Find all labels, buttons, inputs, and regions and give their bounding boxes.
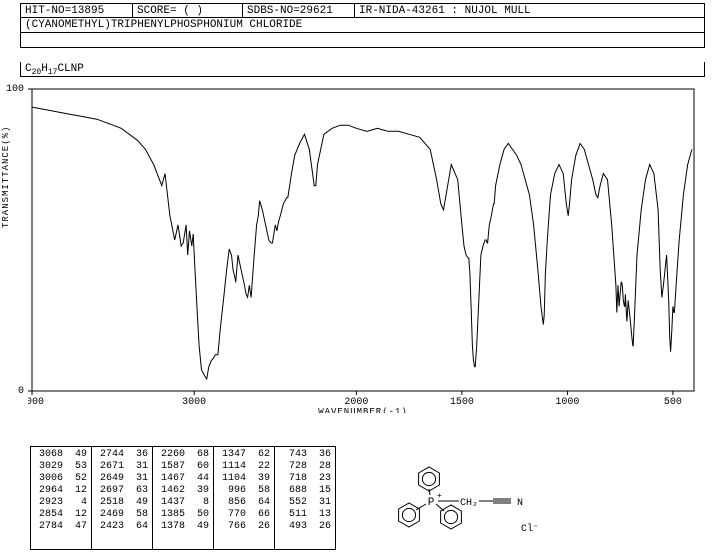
compound-name-row: (CYANOMETHYL)TRIPHENYLPHOSPHONIUM CHLORI… [20,18,705,33]
peak-row: 274436 [92,449,152,461]
peak-row: 134762 [214,449,274,461]
peak-row: 146239 [153,485,213,497]
sdbs-no-cell: SDBS-NO=29621 [243,4,355,17]
peak-row: 51113 [275,509,335,521]
peak-row: 226068 [153,449,213,461]
peak-column: 13476211142211043999658856647706676626 [214,447,275,549]
y-axis-label: TRANSMITTANCE(%) [1,126,11,228]
peak-row: 72828 [275,461,335,473]
peak-column: 2744362671312649312697632518492469582423… [92,447,153,549]
peak-row: 264931 [92,473,152,485]
peak-row: 71823 [275,473,335,485]
svg-text:N: N [517,498,523,509]
empty-row [20,33,705,48]
y-tick: 0 [4,386,24,397]
header-block: HIT-NO=13895 SCORE= ( ) SDBS-NO=29621 IR… [20,3,705,77]
formula-row: C20H17CLNP [20,62,705,77]
peak-row: 269763 [92,485,152,497]
method-cell: IR-NIDA-43261 : NUJOL MULL [355,4,704,17]
peak-row: 278447 [31,521,91,533]
bottom-row: 3068493029533006522964122923428541227844… [30,446,703,550]
spectrum-chart: 40003000200015001000500WAVENUMBER(-1) [28,85,710,413]
svg-text:4000: 4000 [28,397,44,408]
peak-row: 285412 [31,509,91,521]
peak-row: 111422 [214,461,274,473]
peak-row: 99658 [214,485,274,497]
peak-row: 74336 [275,449,335,461]
svg-text:Cl⁻: Cl⁻ [521,523,538,535]
peak-table: 3068493029533006522964122923428541227844… [30,446,336,550]
peak-column: 2260681587601467441462391437813855013784… [153,447,214,549]
svg-text:P: P [428,497,435,509]
peak-row: 146744 [153,473,213,485]
peak-row: 296412 [31,485,91,497]
header-row-1: HIT-NO=13895 SCORE= ( ) SDBS-NO=29621 IR… [20,3,705,18]
structure-svg: P+ CH₂ N Cl⁻ [336,446,546,546]
peak-row: 302953 [31,461,91,473]
peak-row: 68815 [275,485,335,497]
peak-column: 74336728287182368815552315111349326 [275,447,335,549]
svg-text:WAVENUMBER(-1): WAVENUMBER(-1) [318,407,408,413]
peak-row: 246958 [92,509,152,521]
peak-row: 137849 [153,521,213,533]
peak-row: 77066 [214,509,274,521]
svg-text:3000: 3000 [182,397,206,408]
structure-diagram: P+ CH₂ N Cl⁻ [336,446,703,550]
peak-row: 300652 [31,473,91,485]
peak-row: 267131 [92,461,152,473]
peak-row: 55231 [275,497,335,509]
peak-row: 76626 [214,521,274,533]
peak-column: 3068493029533006522964122923428541227844… [31,447,92,549]
peak-row: 251849 [92,497,152,509]
svg-text:1500: 1500 [450,397,474,408]
y-tick: 100 [4,84,24,95]
peak-row: 85664 [214,497,274,509]
peak-row: 110439 [214,473,274,485]
peak-row: 242364 [92,521,152,533]
peak-row: 306849 [31,449,91,461]
svg-text:1000: 1000 [555,397,579,408]
peak-row: 138550 [153,509,213,521]
score-cell: SCORE= ( ) [133,4,243,17]
peak-row: 29234 [31,497,91,509]
svg-text:CH₂: CH₂ [460,498,478,509]
peak-row: 14378 [153,497,213,509]
hit-no-cell: HIT-NO=13895 [21,4,133,17]
svg-text:500: 500 [664,397,682,408]
peak-row: 49326 [275,521,335,533]
peak-row: 158760 [153,461,213,473]
chart-area: 40003000200015001000500WAVENUMBER(-1) 01… [28,85,707,417]
svg-text:+: + [437,492,442,501]
